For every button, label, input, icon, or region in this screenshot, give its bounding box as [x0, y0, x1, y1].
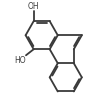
Text: HO: HO — [14, 56, 25, 65]
Text: OH: OH — [28, 2, 39, 11]
